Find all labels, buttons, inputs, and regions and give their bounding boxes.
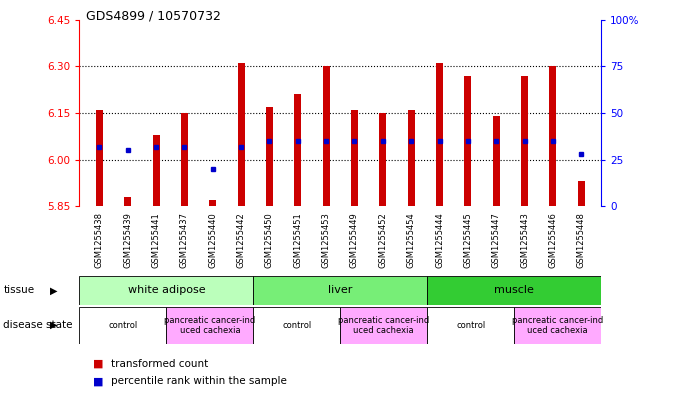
Text: control: control (282, 321, 312, 330)
Bar (427, 307, 514, 344)
Text: transformed count: transformed count (111, 358, 208, 369)
Bar (549, 66, 556, 206)
Text: muscle: muscle (494, 285, 534, 296)
Bar (521, 76, 528, 206)
Bar (427, 276, 601, 305)
Text: GSM1255444: GSM1255444 (435, 212, 444, 268)
Bar (153, 135, 160, 206)
Text: GSM1255448: GSM1255448 (577, 212, 586, 268)
Text: GSM1255445: GSM1255445 (464, 212, 473, 268)
Text: GSM1255437: GSM1255437 (180, 212, 189, 268)
Text: GSM1255447: GSM1255447 (492, 212, 501, 268)
Text: GSM1255454: GSM1255454 (407, 212, 416, 268)
Text: pancreatic cancer-ind
uced cachexia: pancreatic cancer-ind uced cachexia (338, 316, 429, 335)
Bar (294, 94, 301, 206)
Bar (379, 113, 386, 206)
Text: pancreatic cancer-ind
uced cachexia: pancreatic cancer-ind uced cachexia (512, 316, 603, 335)
Text: ▶: ▶ (50, 320, 57, 330)
Text: GSM1255443: GSM1255443 (520, 212, 529, 268)
Text: GSM1255452: GSM1255452 (379, 212, 388, 268)
Text: control: control (456, 321, 485, 330)
Text: pancreatic cancer-ind
uced cachexia: pancreatic cancer-ind uced cachexia (164, 316, 256, 335)
Bar (167, 307, 254, 344)
Text: GSM1255446: GSM1255446 (549, 212, 558, 268)
Text: ▶: ▶ (50, 285, 57, 296)
Text: ■: ■ (93, 376, 104, 386)
Bar (79, 307, 167, 344)
Text: percentile rank within the sample: percentile rank within the sample (111, 376, 287, 386)
Text: GSM1255438: GSM1255438 (95, 212, 104, 268)
Text: GSM1255441: GSM1255441 (151, 212, 160, 268)
Text: disease state: disease state (3, 320, 73, 330)
Text: GSM1255453: GSM1255453 (321, 212, 330, 268)
Text: GSM1255442: GSM1255442 (236, 212, 245, 268)
Bar (254, 276, 427, 305)
Text: liver: liver (328, 285, 352, 296)
Bar (124, 197, 131, 206)
Text: control: control (108, 321, 138, 330)
Bar (238, 63, 245, 206)
Bar (578, 182, 585, 206)
Text: GSM1255450: GSM1255450 (265, 212, 274, 268)
Bar (254, 307, 340, 344)
Bar (464, 76, 471, 206)
Text: GSM1255439: GSM1255439 (123, 212, 132, 268)
Bar (436, 63, 443, 206)
Text: GDS4899 / 10570732: GDS4899 / 10570732 (86, 10, 221, 23)
Text: GSM1255449: GSM1255449 (350, 212, 359, 268)
Bar (408, 110, 415, 206)
Bar (323, 66, 330, 206)
Text: white adipose: white adipose (128, 285, 205, 296)
Bar (266, 107, 273, 206)
Bar (351, 110, 358, 206)
Bar (514, 307, 601, 344)
Bar (96, 110, 103, 206)
Bar (493, 116, 500, 206)
Text: ■: ■ (93, 358, 104, 369)
Text: GSM1255451: GSM1255451 (293, 212, 302, 268)
Bar (181, 113, 188, 206)
Bar (340, 307, 427, 344)
Bar (79, 276, 254, 305)
Bar (209, 200, 216, 206)
Text: GSM1255440: GSM1255440 (208, 212, 217, 268)
Text: tissue: tissue (3, 285, 35, 296)
